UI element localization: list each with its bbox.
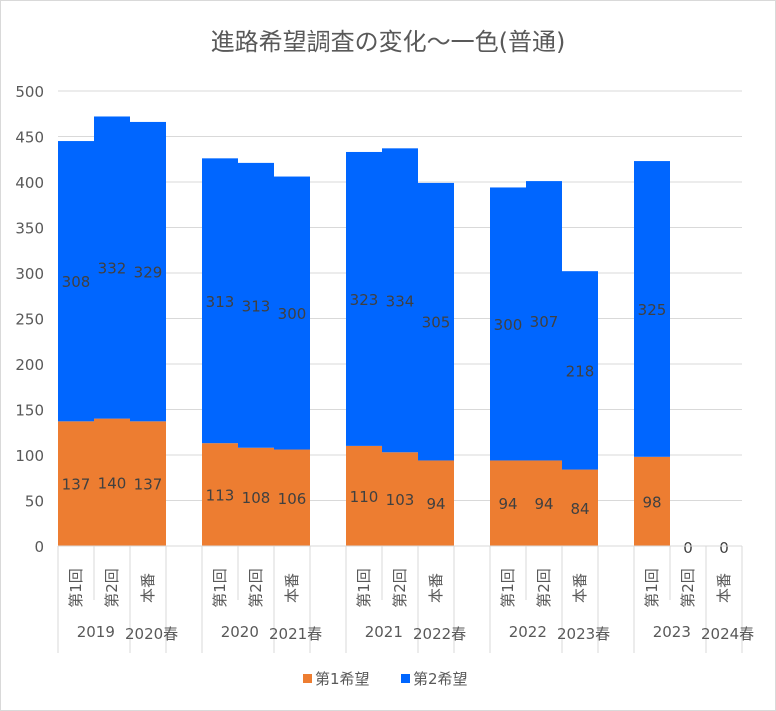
bar-第1希望 xyxy=(346,445,382,546)
data-label: 94 xyxy=(426,495,445,513)
data-label: 305 xyxy=(422,314,451,332)
y-tick-label: 200 xyxy=(15,356,44,374)
bar-第2希望 xyxy=(94,116,130,419)
y-tick-label: 500 xyxy=(15,83,44,101)
data-label: 94 xyxy=(534,495,553,513)
bar-第1希望 xyxy=(418,460,454,546)
group-season-label: 2020春 xyxy=(125,625,178,643)
bar-第2希望 xyxy=(58,141,94,422)
bar-第1希望 xyxy=(238,447,274,546)
data-label: 140 xyxy=(98,474,127,492)
data-label: 313 xyxy=(242,297,271,315)
data-label: 308 xyxy=(62,273,91,291)
category-label: 本番 xyxy=(571,573,589,603)
data-label: 110 xyxy=(350,488,379,506)
data-label: 307 xyxy=(530,313,559,331)
data-label: 325 xyxy=(638,301,667,319)
bar-第1希望 xyxy=(58,421,94,546)
y-tick-label: 50 xyxy=(25,493,44,511)
data-label: 323 xyxy=(350,291,379,309)
bar-第1希望 xyxy=(94,418,130,546)
data-label: 334 xyxy=(386,292,415,310)
legend-swatch xyxy=(303,674,312,683)
category-label: 第2回 xyxy=(391,568,409,608)
y-tick-label: 250 xyxy=(15,311,44,329)
category-label: 第2回 xyxy=(535,568,553,608)
category-label: 第1回 xyxy=(643,568,661,608)
bar-第2希望 xyxy=(202,158,238,444)
bar-第2希望 xyxy=(130,121,166,422)
data-label: 98 xyxy=(642,493,661,511)
data-label: 313 xyxy=(206,293,235,311)
category-label: 第1回 xyxy=(355,568,373,608)
data-label: 108 xyxy=(242,489,271,507)
category-label: 第1回 xyxy=(67,568,85,608)
y-tick-label: 100 xyxy=(15,447,44,465)
legend-label: 第2希望 xyxy=(413,670,468,688)
bar-第2希望 xyxy=(238,162,274,448)
bar-第1希望 xyxy=(274,449,310,546)
group-season-label: 2024春 xyxy=(701,625,754,643)
data-label: 0 xyxy=(719,539,729,557)
y-tick-label: 400 xyxy=(15,174,44,192)
y-tick-label: 450 xyxy=(15,129,44,147)
legend-label: 第1希望 xyxy=(315,670,370,688)
data-label: 137 xyxy=(134,476,163,494)
group-year-label: 2021 xyxy=(365,623,403,641)
category-label: 本番 xyxy=(283,573,301,603)
category-label: 本番 xyxy=(139,573,157,603)
group-year-label: 2023 xyxy=(653,623,691,641)
bar-第1希望 xyxy=(202,443,238,546)
y-tick-label: 300 xyxy=(15,265,44,283)
group-year-label: 2019 xyxy=(77,623,115,641)
y-tick-label: 150 xyxy=(15,402,44,420)
category-label: 第2回 xyxy=(247,568,265,608)
data-label: 94 xyxy=(498,495,517,513)
chart-title: 進路希望調査の変化～一色(普通) xyxy=(211,28,566,56)
bar-第2希望 xyxy=(634,161,670,457)
bar-第2希望 xyxy=(526,181,562,461)
bar-第1希望 xyxy=(490,460,526,546)
bar-第1希望 xyxy=(526,460,562,546)
category-label: 第2回 xyxy=(103,568,121,608)
bar-第2希望 xyxy=(490,187,526,461)
data-label: 218 xyxy=(566,362,595,380)
bar-第2希望 xyxy=(382,148,418,453)
group-year-label: 2022 xyxy=(509,623,547,641)
data-label: 0 xyxy=(683,539,693,557)
data-label: 84 xyxy=(570,500,589,518)
data-label: 106 xyxy=(278,490,307,508)
bar-第1希望 xyxy=(382,452,418,546)
category-label: 第1回 xyxy=(211,568,229,608)
data-label: 300 xyxy=(278,305,307,323)
bar-第1希望 xyxy=(130,421,166,546)
category-label: 本番 xyxy=(427,573,445,603)
data-label: 103 xyxy=(386,491,415,509)
bar-第2希望 xyxy=(274,176,310,450)
group-season-label: 2023春 xyxy=(557,625,610,643)
data-label: 137 xyxy=(62,476,91,494)
bar-第2希望 xyxy=(562,271,598,470)
data-label: 300 xyxy=(494,316,523,334)
data-label: 332 xyxy=(98,260,127,278)
data-label: 113 xyxy=(206,487,235,505)
bar-第2希望 xyxy=(346,151,382,446)
group-year-label: 2020 xyxy=(221,623,259,641)
y-tick-label: 350 xyxy=(15,220,44,238)
bar-第2希望 xyxy=(418,182,454,461)
group-season-label: 2022春 xyxy=(413,625,466,643)
legend-swatch xyxy=(401,674,410,683)
data-label: 329 xyxy=(134,264,163,282)
category-label: 第2回 xyxy=(679,568,697,608)
group-season-label: 2021春 xyxy=(269,625,322,643)
bar-第1希望 xyxy=(562,469,598,546)
bar-第1希望 xyxy=(634,456,670,546)
y-tick-label: 0 xyxy=(34,538,44,556)
category-label: 第1回 xyxy=(499,568,517,608)
category-label: 本番 xyxy=(715,573,733,603)
